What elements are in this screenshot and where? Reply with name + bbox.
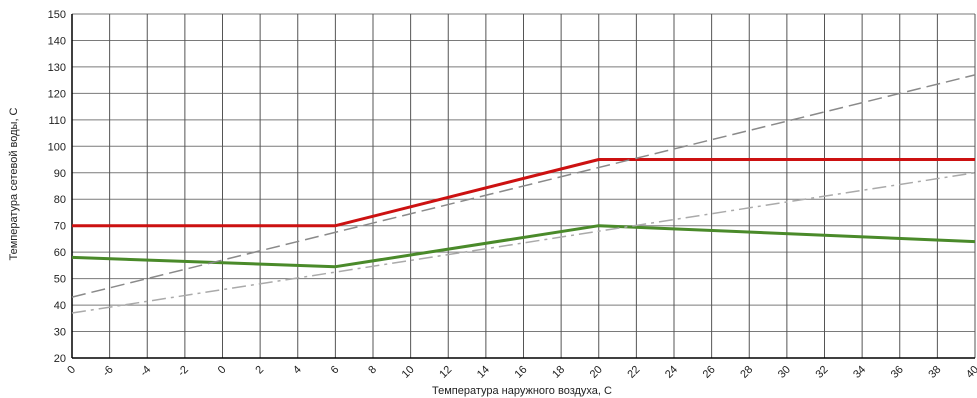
y-tick-label: 50 xyxy=(54,274,66,286)
y-tick-label: 30 xyxy=(54,327,66,339)
y-tick-label: 130 xyxy=(48,62,66,74)
series-line-2 xyxy=(71,224,976,269)
x-tick-label: -6 xyxy=(100,364,115,379)
y-tick-label: 90 xyxy=(54,168,66,180)
x-tick-label: 24 xyxy=(663,364,680,381)
x-tick-label: -4 xyxy=(138,364,153,379)
y-tick-label: 70 xyxy=(54,221,66,233)
x-tick-label: 12 xyxy=(437,364,454,381)
y-tick-label: 20 xyxy=(54,353,66,365)
x-tick-label: 30 xyxy=(776,364,793,381)
x-tick-label: 8 xyxy=(366,364,379,377)
x-tick-label: 36 xyxy=(889,364,906,381)
x-tick-label: 2 xyxy=(253,364,266,377)
y-tick-label: 100 xyxy=(48,141,66,153)
x-tick-label: 20 xyxy=(588,364,605,381)
y-tick-label: 80 xyxy=(54,194,66,206)
x-tick-label: 22 xyxy=(625,364,642,381)
x-tick-label: 0 xyxy=(65,364,78,377)
x-tick-label: 18 xyxy=(550,364,567,381)
x-axis-label: Температура наружного воздуха, С xyxy=(432,385,612,397)
series-line-3 xyxy=(71,74,976,298)
y-tick-label: 140 xyxy=(48,35,66,47)
x-tick-label: 4 xyxy=(291,364,304,377)
y-tick-label: 150 xyxy=(48,9,66,21)
x-tick-label: 40 xyxy=(964,364,977,381)
y-tick-label: 40 xyxy=(54,300,66,312)
x-tick-label: 14 xyxy=(475,364,492,381)
series-line-1 xyxy=(72,158,975,228)
y-tick-label: 60 xyxy=(54,247,66,259)
y-tick-label: 110 xyxy=(48,115,66,127)
x-tick-label: 0 xyxy=(216,364,229,377)
x-tick-label: 10 xyxy=(400,364,417,381)
x-tick-label: 6 xyxy=(329,364,342,377)
x-tick-label: 26 xyxy=(701,364,718,381)
y-axis-label: Температура сетевой воды, С xyxy=(8,107,20,260)
x-tick-label: 32 xyxy=(813,364,830,381)
x-tick-label: 16 xyxy=(512,364,529,381)
series-line-4 xyxy=(71,172,976,314)
series-lines xyxy=(71,74,976,314)
y-tick-label: 120 xyxy=(48,88,66,100)
x-tick-label: 34 xyxy=(851,364,868,381)
x-tick-label: 38 xyxy=(926,364,943,381)
x-tick-label: 28 xyxy=(738,364,755,381)
x-tick-label: -2 xyxy=(176,364,191,379)
